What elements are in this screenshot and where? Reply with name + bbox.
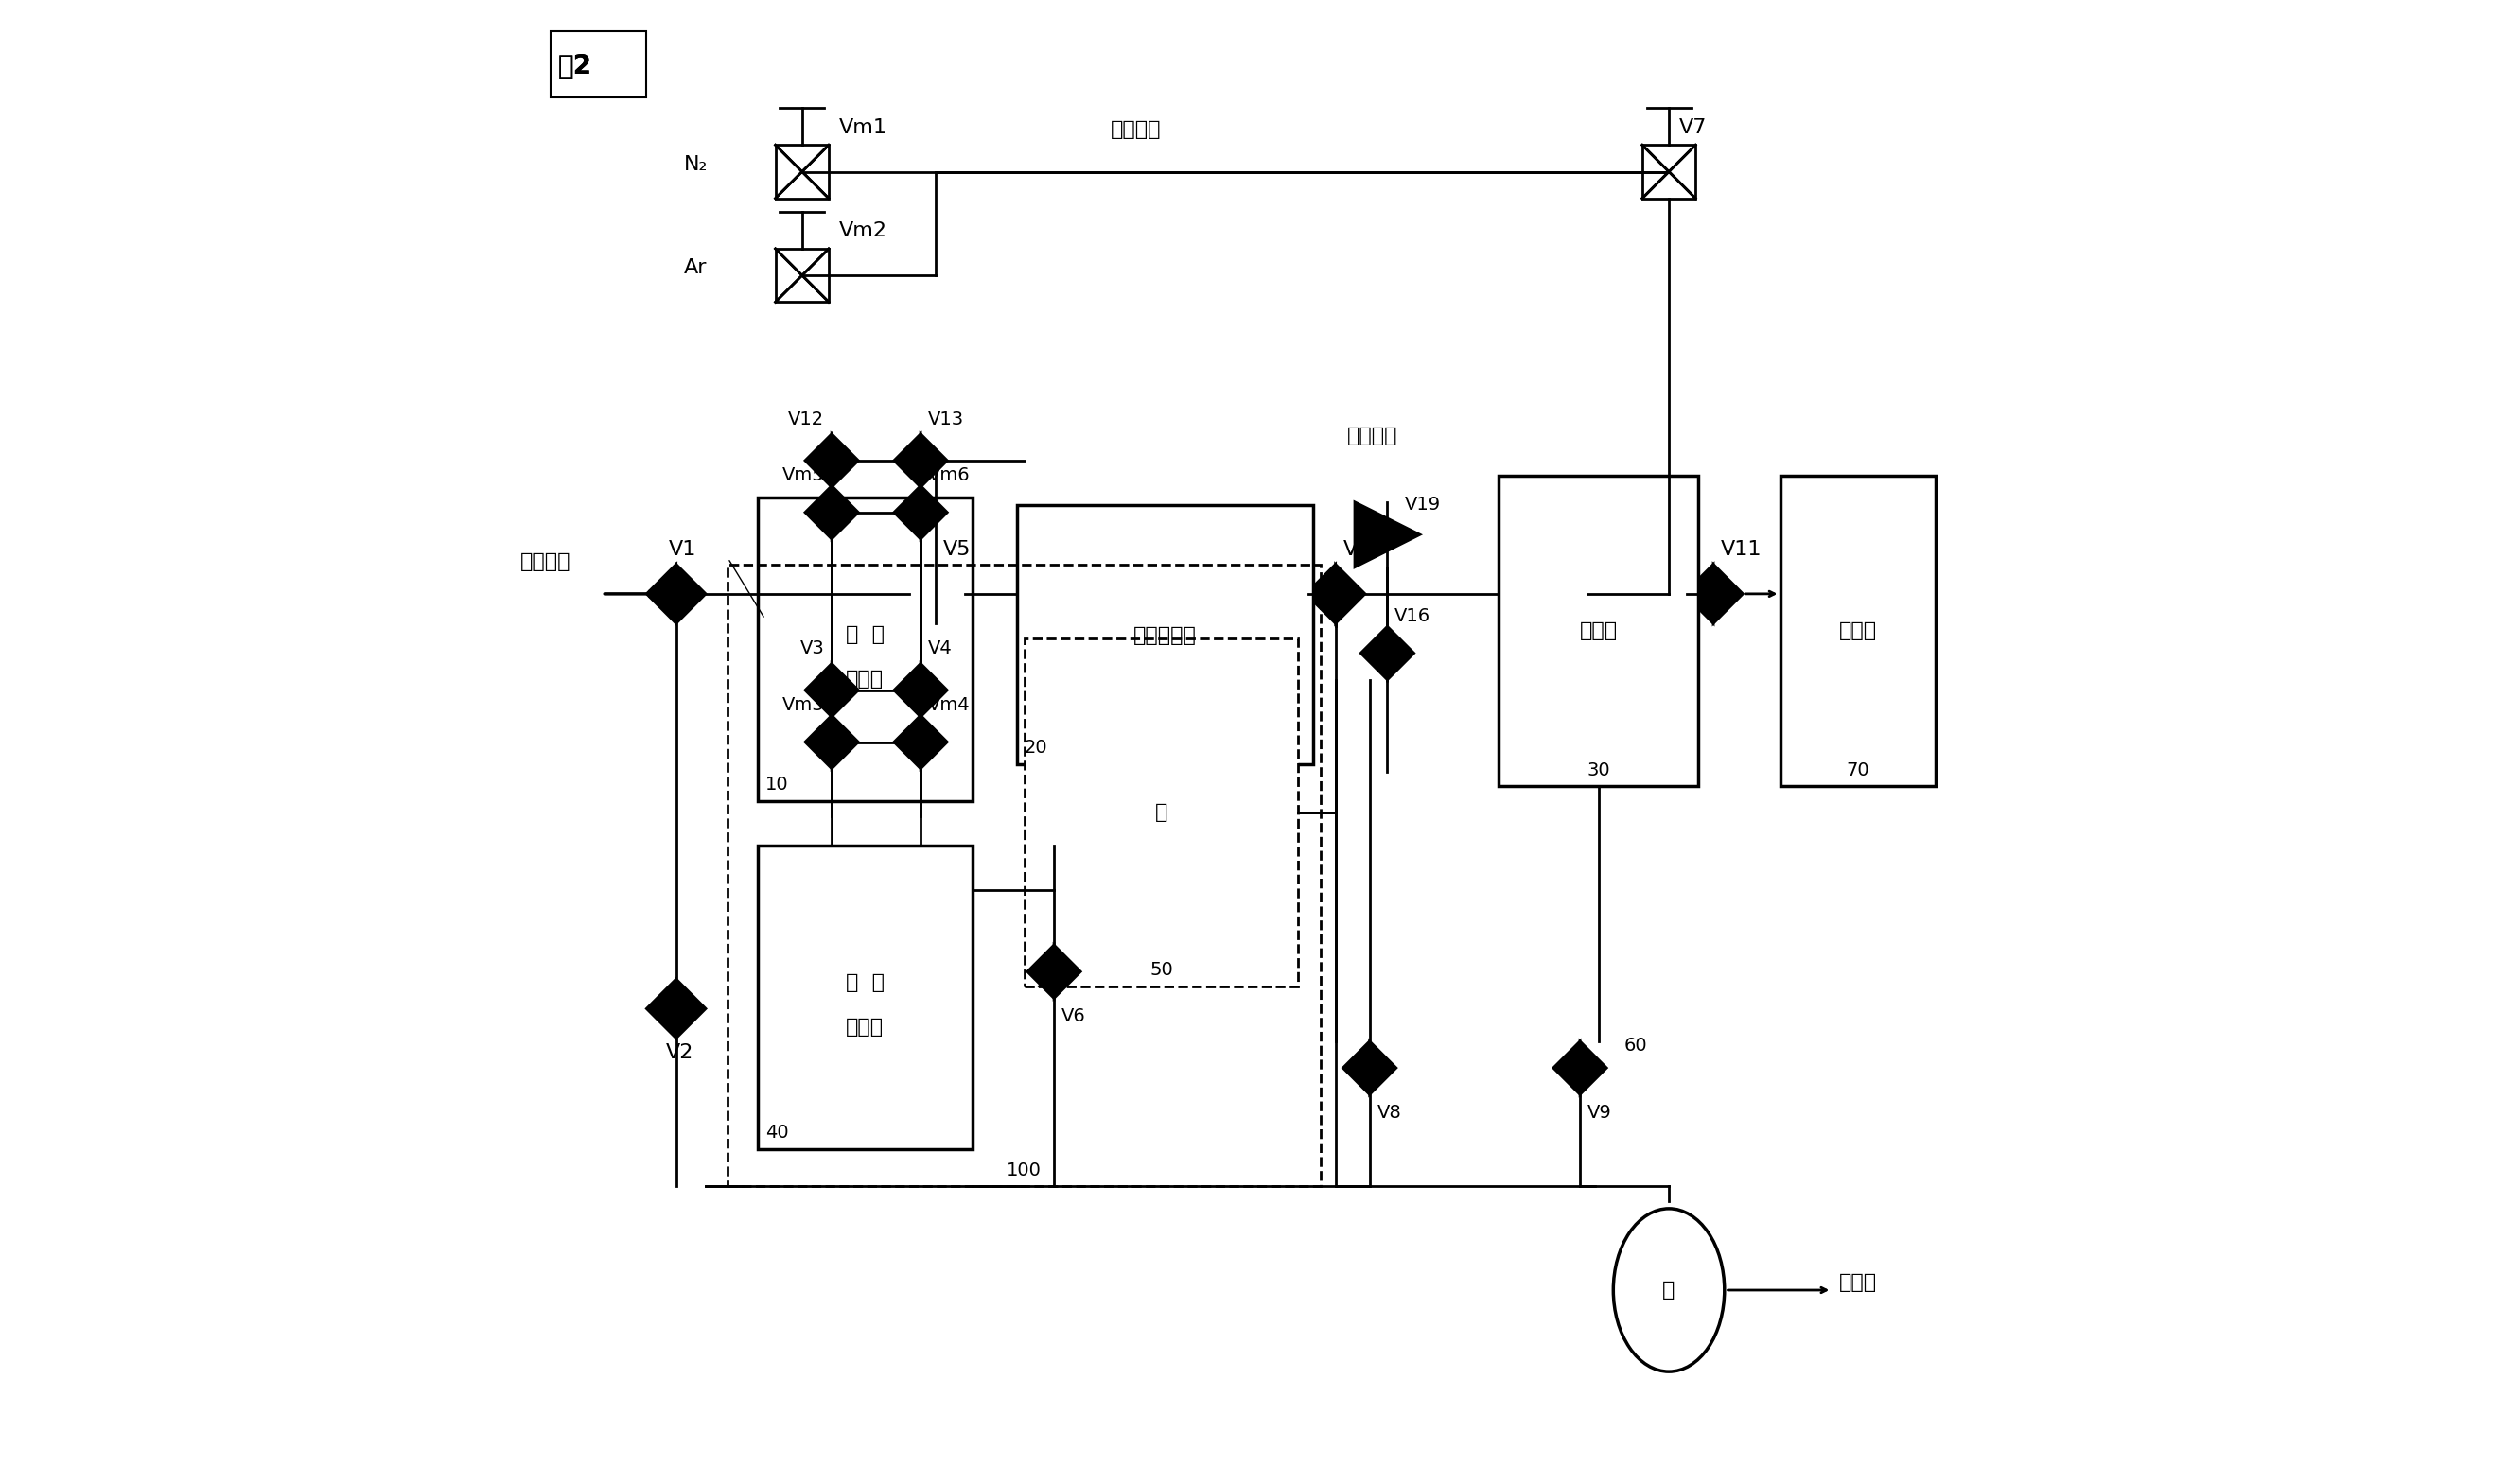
- Text: V7: V7: [1680, 117, 1708, 137]
- Bar: [1643, 145, 1695, 199]
- Text: 30: 30: [1588, 761, 1610, 779]
- Polygon shape: [833, 485, 858, 539]
- Text: V19: V19: [1404, 496, 1442, 513]
- Polygon shape: [905, 564, 935, 623]
- Text: V15: V15: [1342, 540, 1384, 559]
- Polygon shape: [1683, 564, 1713, 623]
- Polygon shape: [1053, 945, 1081, 999]
- Polygon shape: [1028, 945, 1053, 999]
- Text: Vm6: Vm6: [928, 466, 971, 484]
- Text: 泵: 泵: [1156, 803, 1169, 822]
- FancyBboxPatch shape: [1023, 638, 1299, 987]
- Text: 10: 10: [765, 776, 788, 794]
- Text: V11: V11: [1720, 540, 1763, 559]
- Text: 液体微型泵: 液体微型泵: [1134, 626, 1196, 646]
- Text: 70: 70: [1846, 761, 1868, 779]
- Text: 蒸发器: 蒸发器: [1580, 622, 1618, 641]
- Polygon shape: [1369, 1042, 1397, 1095]
- Text: V12: V12: [788, 410, 825, 427]
- Text: 清除气体: 清除气体: [1347, 427, 1397, 445]
- Text: Vm5: Vm5: [782, 466, 825, 484]
- Polygon shape: [677, 564, 705, 623]
- Polygon shape: [935, 564, 966, 623]
- Text: Vm4: Vm4: [928, 696, 971, 714]
- Text: Vm3: Vm3: [782, 696, 825, 714]
- Polygon shape: [920, 663, 948, 717]
- FancyBboxPatch shape: [1781, 475, 1936, 787]
- FancyBboxPatch shape: [757, 497, 973, 801]
- Text: Ar: Ar: [685, 258, 707, 278]
- Polygon shape: [1307, 564, 1334, 623]
- Text: 反应器: 反应器: [1838, 622, 1876, 641]
- Polygon shape: [893, 433, 920, 487]
- Ellipse shape: [1613, 1208, 1726, 1371]
- Text: 溶  剂: 溶 剂: [845, 974, 885, 993]
- Text: 载体气体: 载体气体: [1111, 120, 1161, 139]
- Text: Vm1: Vm1: [840, 117, 888, 137]
- Polygon shape: [805, 485, 833, 539]
- Text: V9: V9: [1588, 1104, 1613, 1122]
- FancyBboxPatch shape: [1016, 505, 1314, 764]
- Text: V6: V6: [1061, 1008, 1086, 1025]
- Polygon shape: [1580, 1042, 1608, 1095]
- Polygon shape: [1354, 502, 1420, 567]
- Text: 原  料: 原 料: [845, 625, 885, 644]
- Text: 阱: 阱: [1663, 1281, 1675, 1300]
- Polygon shape: [1387, 626, 1415, 680]
- Polygon shape: [833, 715, 858, 769]
- FancyBboxPatch shape: [757, 846, 973, 1150]
- Text: 升压气体: 升压气体: [522, 552, 572, 571]
- FancyBboxPatch shape: [1497, 475, 1698, 787]
- Text: 细颈瓶: 细颈瓶: [845, 669, 883, 689]
- Text: 50: 50: [1149, 962, 1174, 979]
- Polygon shape: [1342, 1042, 1369, 1095]
- Text: Vm2: Vm2: [840, 221, 888, 240]
- Polygon shape: [893, 663, 920, 717]
- Text: V2: V2: [665, 1043, 695, 1063]
- Polygon shape: [805, 715, 833, 769]
- Polygon shape: [1552, 1042, 1580, 1095]
- Text: 真空泵: 真空泵: [1838, 1273, 1878, 1293]
- Polygon shape: [833, 433, 858, 487]
- Polygon shape: [805, 663, 833, 717]
- Bar: [775, 145, 828, 199]
- Text: V13: V13: [928, 410, 963, 427]
- Text: 图2: 图2: [557, 53, 592, 80]
- Text: 图2: 图2: [557, 53, 592, 80]
- Polygon shape: [893, 485, 920, 539]
- Polygon shape: [833, 663, 858, 717]
- Polygon shape: [920, 485, 948, 539]
- Text: 细颈瓶: 细颈瓶: [845, 1018, 883, 1037]
- Text: V5: V5: [943, 540, 971, 559]
- Text: V4: V4: [928, 640, 953, 657]
- Text: V16: V16: [1394, 607, 1432, 625]
- Polygon shape: [647, 979, 677, 1039]
- Text: 100: 100: [1006, 1160, 1041, 1178]
- Text: V3: V3: [800, 640, 825, 657]
- Bar: [775, 249, 828, 303]
- Text: 60: 60: [1625, 1037, 1648, 1055]
- Polygon shape: [920, 433, 948, 487]
- Polygon shape: [647, 564, 677, 623]
- Text: 20: 20: [1023, 739, 1048, 757]
- FancyBboxPatch shape: [549, 31, 647, 98]
- Text: N₂: N₂: [685, 154, 707, 174]
- Polygon shape: [893, 715, 920, 769]
- Polygon shape: [920, 715, 948, 769]
- Polygon shape: [805, 433, 833, 487]
- Polygon shape: [1713, 564, 1743, 623]
- Polygon shape: [1334, 564, 1364, 623]
- Text: 40: 40: [765, 1123, 788, 1143]
- Polygon shape: [1362, 626, 1387, 680]
- Text: V1: V1: [670, 540, 697, 559]
- Text: V8: V8: [1377, 1104, 1402, 1122]
- Polygon shape: [677, 979, 705, 1039]
